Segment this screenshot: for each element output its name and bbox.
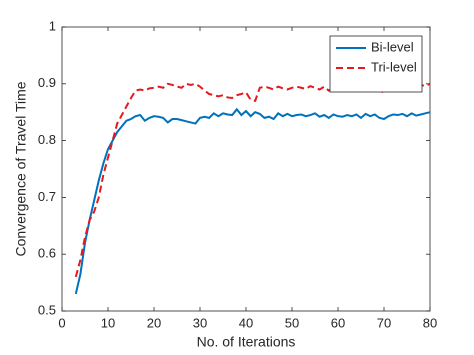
x-axis-title: No. of Iterations (197, 334, 296, 350)
x-tick-label: 40 (239, 315, 253, 330)
legend-label: Tri-level (371, 59, 417, 74)
y-tick-label: 0.6 (38, 246, 56, 261)
x-tick-label: 60 (331, 315, 345, 330)
x-tick-label: 20 (147, 315, 161, 330)
y-tick-label: 0.7 (38, 189, 56, 204)
y-tick-label: 0.8 (38, 132, 56, 147)
x-tick-label: 30 (193, 315, 207, 330)
x-tick-label: 0 (58, 315, 65, 330)
y-tick-label: 1 (49, 18, 56, 33)
x-tick-label: 50 (285, 315, 299, 330)
series-line (74, 107, 431, 295)
y-tick-label: 0.5 (38, 302, 56, 317)
y-tick-label: 0.9 (38, 75, 56, 90)
legend-label: Bi-level (371, 39, 414, 54)
x-tick-label: 80 (423, 315, 437, 330)
legend-box (329, 35, 423, 93)
x-tick-label: 10 (101, 315, 115, 330)
x-tick-label: 70 (377, 315, 391, 330)
y-axis-title: Convergence of Travel Time (13, 81, 29, 256)
